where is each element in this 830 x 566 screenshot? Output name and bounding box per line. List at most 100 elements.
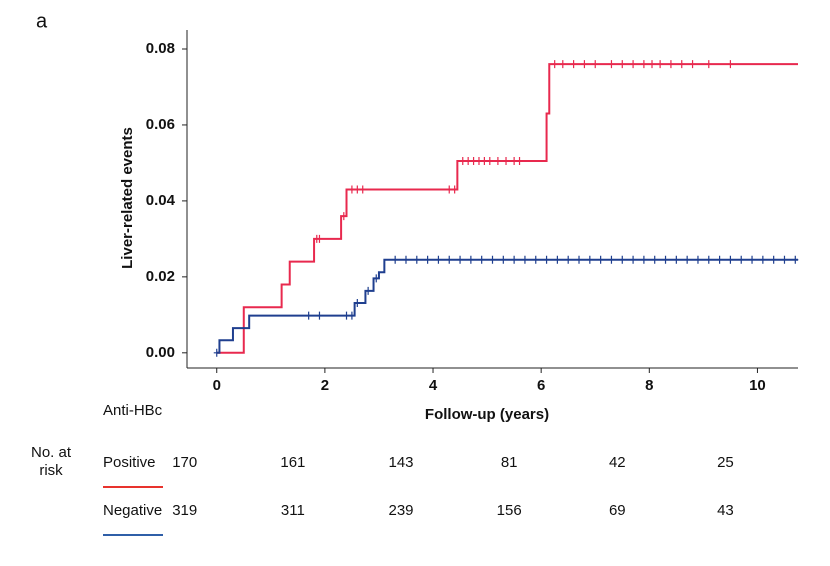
censor-mark: [470, 157, 477, 166]
censor-mark: [608, 255, 615, 264]
at-risk-label: No. at risk: [30, 444, 72, 479]
y-tick-label: 0.00: [146, 344, 175, 361]
censor-mark: [597, 255, 604, 264]
censor-mark: [678, 60, 685, 69]
km-curve: [216, 63, 798, 354]
censor-mark: [446, 255, 453, 264]
censor-mark: [551, 60, 558, 69]
censor-mark: [570, 60, 577, 69]
censor-mark: [516, 157, 523, 166]
censor-mark: [694, 255, 701, 264]
censor-mark: [213, 348, 220, 357]
censor-mark: [413, 255, 420, 264]
censor-mark: [749, 255, 756, 264]
at-risk-count: 25: [717, 454, 734, 471]
censor-mark: [354, 299, 361, 308]
censor-mark: [781, 255, 788, 264]
censor-mark: [662, 255, 669, 264]
censor-mark: [316, 311, 323, 320]
censor-mark: [359, 185, 366, 194]
legend-title: Anti-HBc: [103, 402, 163, 419]
x-tick-label: 10: [749, 377, 766, 394]
censor-mark: [354, 185, 361, 194]
censor-mark: [667, 60, 674, 69]
censor-mark: [657, 60, 664, 69]
censor-mark: [446, 185, 453, 194]
censor-mark: [503, 157, 510, 166]
censor-mark: [608, 60, 615, 69]
x-tick-label: 2: [321, 377, 329, 394]
censor-mark: [592, 60, 599, 69]
censor-mark: [770, 255, 777, 264]
censor-mark: [727, 255, 734, 264]
censor-mark: [554, 255, 561, 264]
censor-mark: [365, 286, 372, 295]
censor-mark: [459, 157, 466, 166]
censor-mark: [759, 255, 766, 264]
at-risk-count: 239: [389, 502, 414, 519]
censor-mark: [619, 255, 626, 264]
censor-mark: [424, 255, 431, 264]
censor-mark: [475, 157, 482, 166]
censor-mark: [467, 255, 474, 264]
y-tick-label: 0.06: [146, 116, 175, 133]
at-risk-count: 170: [172, 454, 197, 471]
censor-mark: [640, 255, 647, 264]
legend-label: Negative: [103, 502, 162, 519]
censor-mark: [373, 274, 380, 283]
at-risk-count: 161: [280, 454, 305, 471]
censor-mark: [305, 311, 312, 320]
censor-mark: [738, 255, 745, 264]
x-tick-label: 4: [429, 377, 438, 394]
censor-mark: [630, 255, 637, 264]
censor-mark: [649, 60, 656, 69]
panel-label: a: [36, 10, 48, 32]
censor-mark: [705, 255, 712, 264]
censor-mark: [651, 255, 658, 264]
km-curve: [216, 258, 798, 354]
censor-mark: [630, 60, 637, 69]
censor-mark: [511, 255, 518, 264]
censor-mark: [478, 255, 485, 264]
at-risk-count: 43: [717, 502, 734, 519]
at-risk-count: 311: [281, 502, 305, 519]
censor-mark: [727, 60, 734, 69]
at-risk-count: 319: [172, 502, 197, 519]
censor-mark: [457, 255, 464, 264]
censor-mark: [489, 255, 496, 264]
censor-mark: [316, 234, 323, 243]
censor-mark: [402, 255, 409, 264]
censor-mark: [689, 60, 696, 69]
censor-mark: [684, 255, 691, 264]
censor-mark: [340, 212, 347, 221]
censor-mark: [465, 157, 472, 166]
censor-mark: [348, 185, 355, 194]
x-axis-label: Follow-up (years): [425, 406, 549, 423]
at-risk-count: 69: [609, 502, 626, 519]
censor-mark: [348, 311, 355, 320]
y-tick-label: 0.02: [146, 268, 175, 285]
at-risk-count: 156: [497, 502, 522, 519]
censor-mark: [586, 255, 593, 264]
censor-mark: [481, 157, 488, 166]
censor-mark: [619, 60, 626, 69]
censor-mark: [559, 60, 566, 69]
censor-mark: [705, 60, 712, 69]
censor-mark: [565, 255, 572, 264]
censor-mark: [486, 157, 493, 166]
censor-mark: [581, 60, 588, 69]
censor-mark: [435, 255, 442, 264]
censor-mark: [511, 157, 518, 166]
at-risk-count: 81: [501, 454, 518, 471]
censor-mark: [532, 255, 539, 264]
at-risk-count: 143: [389, 454, 414, 471]
censor-mark: [451, 185, 458, 194]
censor-mark: [392, 255, 399, 264]
censor-mark: [716, 255, 723, 264]
x-tick-label: 0: [213, 377, 221, 394]
y-axis-label: Liver-related events: [119, 127, 136, 269]
at-risk-count: 42: [609, 454, 626, 471]
x-tick-label: 8: [645, 377, 653, 394]
